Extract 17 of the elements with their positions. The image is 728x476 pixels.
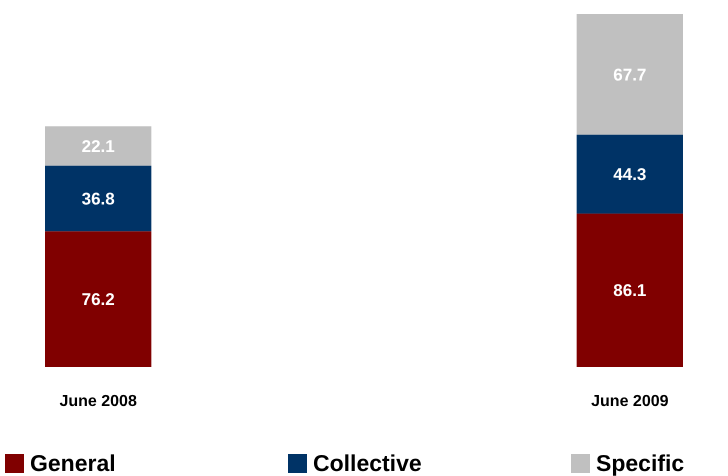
bar	[45, 231, 152, 367]
bar	[576, 134, 683, 214]
legend-label: General	[30, 450, 116, 476]
data-label: 67.7	[613, 65, 646, 84]
data-label: 44.3	[613, 165, 646, 184]
legend-label: Specific	[596, 450, 684, 476]
bar	[45, 166, 152, 232]
data-label: 36.8	[82, 189, 115, 208]
data-label: 76.2	[82, 290, 115, 310]
x-tick-label: June 2009	[591, 393, 669, 410]
legend-label: Collective	[313, 450, 422, 476]
data-label: 86.1	[613, 281, 646, 300]
x-tick-label: June 2008	[59, 393, 137, 410]
bar	[576, 214, 683, 367]
bar	[45, 126, 152, 166]
data-label: 22.1	[82, 136, 115, 156]
bar	[576, 14, 683, 135]
